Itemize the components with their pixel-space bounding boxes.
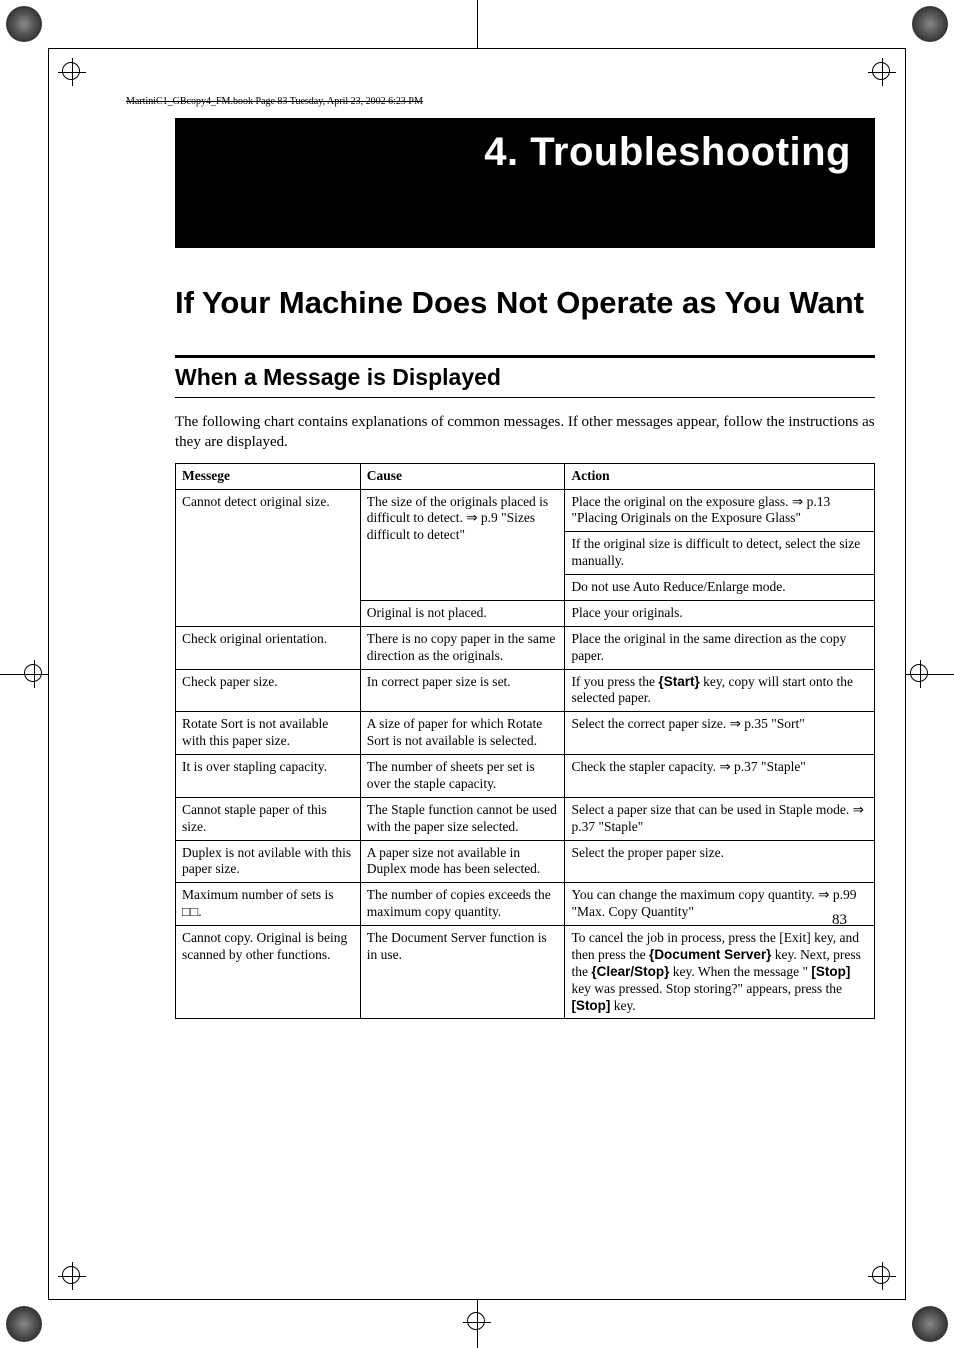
cell-action: Place the original on the exposure glass… [565, 489, 875, 532]
cell-message: Cannot detect original size. [176, 489, 361, 626]
cell-message: Rotate Sort is not available with this p… [176, 712, 361, 755]
cell-cause: Original is not placed. [360, 600, 565, 626]
crop-ball-bl [6, 1306, 42, 1342]
cell-cause: There is no copy paper in the same direc… [360, 626, 565, 669]
cell-action: Select the proper paper size. [565, 840, 875, 883]
table-row: Rotate Sort is not available with this p… [176, 712, 875, 755]
cell-cause: A size of paper for which Rotate Sort is… [360, 712, 565, 755]
crop-line-right [906, 674, 954, 675]
table-header-row: Messege Cause Action [176, 463, 875, 489]
cell-message: Cannot copy. Original is being scanned b… [176, 926, 361, 1019]
cell-action: Place your originals. [565, 600, 875, 626]
cell-cause: The number of copies exceeds the maximum… [360, 883, 565, 926]
table-header-cause: Cause [360, 463, 565, 489]
page-number: 83 [832, 912, 847, 929]
chapter-title: 4. Troubleshooting [484, 130, 851, 175]
cell-action: If the original size is difficult to det… [565, 532, 875, 575]
cell-message: Cannot staple paper of this size. [176, 797, 361, 840]
crop-ball-br [912, 1306, 948, 1342]
cell-message: Maximum number of sets is □□. [176, 883, 361, 926]
table-header-message: Messege [176, 463, 361, 489]
crop-line-bottom [477, 1300, 478, 1348]
table-row: Check paper size.In correct paper size i… [176, 669, 875, 712]
table-row: Cannot detect original size.The size of … [176, 489, 875, 532]
crop-line-left [0, 674, 48, 675]
cell-cause: The Staple function cannot be used with … [360, 797, 565, 840]
cell-cause: In correct paper size is set. [360, 669, 565, 712]
page-content: 4. Troubleshooting If Your Machine Does … [100, 70, 875, 1019]
table-row: Cannot copy. Original is being scanned b… [176, 926, 875, 1019]
cell-action: You can change the maximum copy quantity… [565, 883, 875, 926]
table-row: Check original orientation.There is no c… [176, 626, 875, 669]
cell-cause: The number of sheets per set is over the… [360, 755, 565, 798]
chapter-title-band: 4. Troubleshooting [175, 118, 875, 248]
cell-action: Check the stapler capacity. ⇒ p.37 "Stap… [565, 755, 875, 798]
cell-message: Check original orientation. [176, 626, 361, 669]
section-heading-h1: If Your Machine Does Not Operate as You … [175, 284, 875, 321]
cell-cause: A paper size not available in Duplex mod… [360, 840, 565, 883]
heading-rule-top [175, 355, 875, 358]
table-row: Duplex is not avilable with this paper s… [176, 840, 875, 883]
cell-message: Duplex is not avilable with this paper s… [176, 840, 361, 883]
cell-cause: The Document Server function is in use. [360, 926, 565, 1019]
table-header-action: Action [565, 463, 875, 489]
messages-table: Messege Cause Action Cannot detect origi… [175, 463, 875, 1020]
cell-action: Select the correct paper size. ⇒ p.35 "S… [565, 712, 875, 755]
cell-action: Place the original in the same direction… [565, 626, 875, 669]
crop-line-top [477, 0, 478, 48]
table-row: It is over stapling capacity.The number … [176, 755, 875, 798]
table-row: Maximum number of sets is □□.The number … [176, 883, 875, 926]
cell-message: Check paper size. [176, 669, 361, 712]
cell-action: If you press the {Start} key, copy will … [565, 669, 875, 712]
cell-cause: The size of the originals placed is diff… [360, 489, 565, 600]
cell-action: Do not use Auto Reduce/Enlarge mode. [565, 575, 875, 601]
cell-action: To cancel the job in process, press the … [565, 926, 875, 1019]
intro-paragraph: The following chart contains explanation… [175, 412, 875, 453]
subsection-heading-wrap: When a Message is Displayed [175, 355, 875, 398]
crop-ball-tr [912, 6, 948, 42]
crop-ball-tl [6, 6, 42, 42]
cell-message: It is over stapling capacity. [176, 755, 361, 798]
table-row: Cannot staple paper of this size.The Sta… [176, 797, 875, 840]
cell-action: Select a paper size that can be used in … [565, 797, 875, 840]
heading-rule-bottom [175, 397, 875, 398]
subsection-heading-h2: When a Message is Displayed [175, 364, 875, 391]
